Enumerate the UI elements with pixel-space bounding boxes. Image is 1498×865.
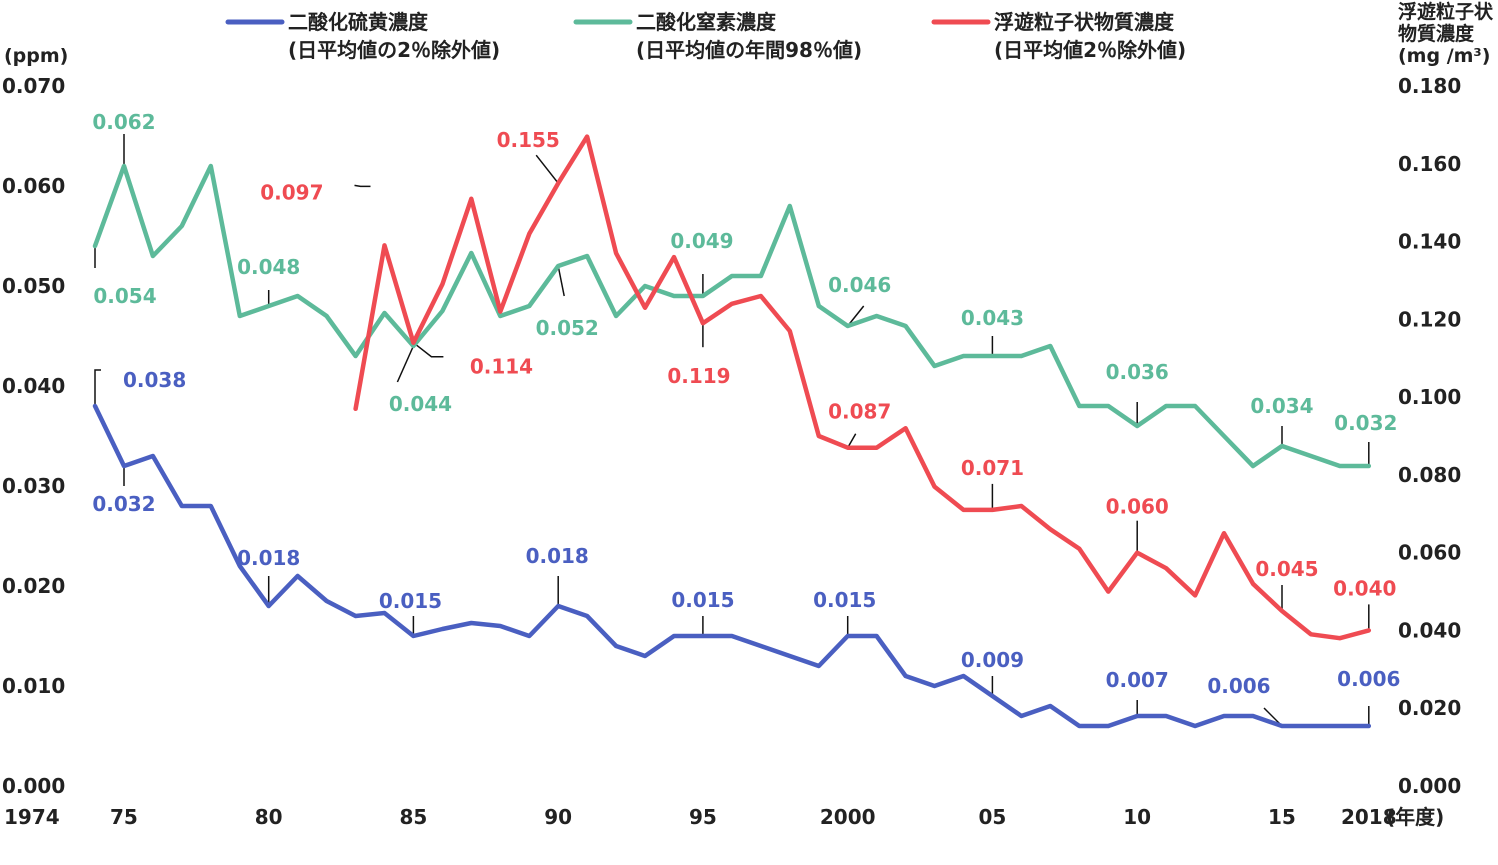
data-labels: 0.038 0.032 0.018 0.015 0.018 0.015 0.015 0.009…: [92, 110, 1400, 698]
right-tick-label: 0.160: [1398, 152, 1461, 176]
right-tick-label: 0.000: [1398, 774, 1461, 798]
data-label: 0.007: [1106, 668, 1169, 692]
leader-line: [396, 345, 415, 383]
legend-label: 二酸化窒素濃度: [636, 10, 777, 34]
right-tick-label: 0.140: [1398, 230, 1461, 254]
legend-label: (日平均値2％除外値): [994, 38, 1186, 62]
leader-line: [412, 342, 444, 358]
axis-labels: 0.070 0.060 0.050 0.040 0.030 0.020 0.010 0.000…: [2, 0, 1494, 829]
legend-label: (日平均値の2％除外値): [288, 38, 500, 62]
right-axis-unit: 物質濃度: [1398, 22, 1475, 45]
right-tick-label: 0.020: [1398, 696, 1461, 720]
left-tick-label: 0.040: [2, 374, 65, 398]
leader-line: [557, 265, 565, 297]
left-tick-label: 0.060: [2, 174, 65, 198]
right-tick-label: 0.040: [1398, 618, 1461, 642]
right-tick-label: 0.100: [1398, 385, 1461, 409]
x-tick-label: 2018: [1341, 805, 1397, 829]
data-label: 0.060: [1106, 495, 1169, 519]
series-line: [353, 134, 1372, 641]
series-line: [92, 403, 1372, 729]
left-tick-label: 0.000: [2, 774, 65, 798]
x-tick-label: 1974: [4, 805, 60, 829]
data-label: 0.018: [237, 546, 300, 570]
series-line: [92, 163, 1372, 469]
data-label: 0.040: [1333, 576, 1396, 600]
right-tick-label: 0.080: [1398, 463, 1461, 487]
right-tick-label: 0.120: [1398, 307, 1461, 331]
legend-label: 二酸化硫黄濃度: [288, 10, 429, 34]
x-tick-label: 10: [1123, 805, 1151, 829]
leader-line: [535, 154, 559, 184]
right-axis-unit: (mg /m³): [1398, 45, 1490, 67]
left-axis-unit: (ppm): [4, 45, 68, 67]
x-tick-label: 90: [544, 805, 572, 829]
right-axis-unit: 浮遊粒子状: [1398, 0, 1494, 23]
data-label: 0.046: [828, 273, 891, 297]
x-tick-label: 80: [255, 805, 283, 829]
data-label: 0.015: [813, 588, 876, 612]
leader-lines: [94, 134, 1370, 727]
data-label: 0.049: [670, 229, 733, 253]
x-tick-label: 05: [979, 805, 1007, 829]
x-tick-label: 15: [1268, 805, 1296, 829]
left-tick-label: 0.030: [2, 474, 65, 498]
data-label: 0.034: [1250, 394, 1313, 418]
data-label: 0.018: [526, 544, 589, 568]
data-label: 0.087: [828, 400, 891, 424]
leader-line: [354, 184, 371, 188]
data-label: 0.114: [470, 355, 533, 379]
right-tick-label: 0.180: [1398, 74, 1461, 98]
x-axis-unit: (年度): [1386, 805, 1444, 829]
data-label: 0.038: [123, 368, 186, 392]
data-label: 0.119: [667, 364, 730, 388]
data-label: 0.071: [961, 456, 1024, 480]
left-tick-label: 0.050: [2, 274, 65, 298]
x-tick-label: 2000: [820, 805, 876, 829]
data-label: 0.155: [497, 128, 560, 152]
left-tick-label: 0.070: [2, 74, 65, 98]
right-tick-label: 0.060: [1398, 541, 1461, 565]
data-label: 0.015: [671, 588, 734, 612]
leader-line: [847, 305, 865, 327]
data-label: 0.045: [1255, 557, 1318, 581]
data-label: 0.006: [1207, 674, 1270, 698]
data-label: 0.044: [389, 392, 452, 416]
x-tick-label: 75: [110, 805, 138, 829]
data-label: 0.032: [1334, 411, 1397, 435]
data-label: 0.032: [92, 492, 155, 516]
data-label: 0.036: [1106, 360, 1169, 384]
left-tick-label: 0.020: [2, 574, 65, 598]
legend: 二酸化硫黄濃度 (日平均値の2％除外値) 二酸化窒素濃度 (日平均値の年間98％値) 浮…: [225, 10, 1186, 62]
legend-label: (日平均値の年間98％値): [636, 38, 862, 62]
x-tick-label: 95: [689, 805, 717, 829]
leader-line: [94, 369, 101, 406]
data-label: 0.015: [379, 589, 442, 613]
series-lines: [92, 134, 1372, 729]
data-label: 0.097: [260, 180, 323, 204]
x-tick-label: 85: [400, 805, 428, 829]
data-label: 0.048: [237, 255, 300, 279]
data-label: 0.054: [93, 284, 156, 308]
legend-label: 浮遊粒子状物質濃度: [994, 10, 1175, 34]
left-tick-label: 0.010: [2, 674, 65, 698]
data-label: 0.009: [961, 648, 1024, 672]
data-label: 0.006: [1337, 667, 1400, 691]
data-label: 0.043: [961, 306, 1024, 330]
data-label: 0.062: [92, 110, 155, 134]
data-label: 0.052: [536, 316, 599, 340]
leader-line: [847, 433, 857, 449]
